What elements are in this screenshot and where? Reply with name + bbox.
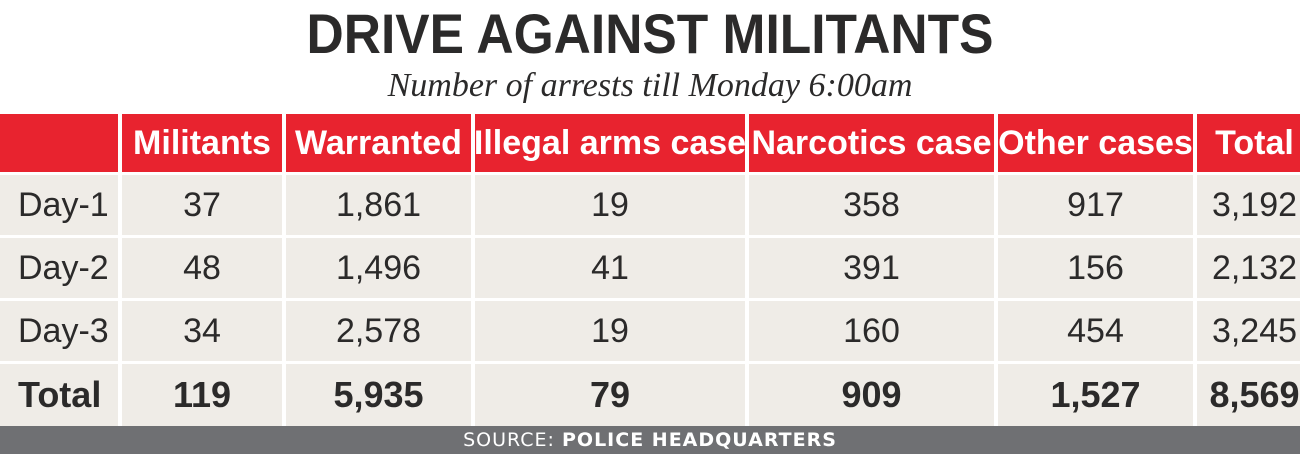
- total-cell: 1,527: [998, 364, 1193, 426]
- row-label-day-3: Day-3: [0, 301, 118, 361]
- table-cell: 160: [749, 301, 994, 361]
- table-cell: 1,496: [286, 238, 471, 298]
- total-cell: 8,569: [1197, 364, 1300, 426]
- table-cell: 3,245: [1197, 301, 1300, 361]
- header-cell-other-cases: Other cases: [998, 114, 1193, 172]
- table-cell: 19: [475, 301, 745, 361]
- total-cell: 79: [475, 364, 745, 426]
- table-cell: 19: [475, 175, 745, 235]
- table-cell: 156: [998, 238, 1193, 298]
- row-label-day-1: Day-1: [0, 175, 118, 235]
- table-cell: 37: [122, 175, 282, 235]
- table-cell: 391: [749, 238, 994, 298]
- header-cell-illegal-arms: Illegal arms case: [475, 114, 745, 172]
- table-cell: 917: [998, 175, 1193, 235]
- row-label-total: Total: [0, 364, 118, 426]
- header-cell-warranted: Warranted: [286, 114, 471, 172]
- source-value: POLICE HEADQUARTERS: [562, 429, 837, 451]
- total-cell: 119: [122, 364, 282, 426]
- total-cell: 909: [749, 364, 994, 426]
- arrests-table: Militants Warranted Illegal arms case Na…: [0, 114, 1300, 426]
- table-cell: 48: [122, 238, 282, 298]
- source-footer: SOURCE: POLICE HEADQUARTERS: [0, 426, 1300, 454]
- table-cell: 1,861: [286, 175, 471, 235]
- table-cell: 2,132: [1197, 238, 1300, 298]
- table-cell: 41: [475, 238, 745, 298]
- header-cell-blank: [0, 114, 118, 172]
- source-label: SOURCE:: [463, 429, 562, 451]
- table-cell: 454: [998, 301, 1193, 361]
- header-cell-total: Total: [1197, 114, 1300, 172]
- total-cell: 5,935: [286, 364, 471, 426]
- table-cell: 3,192: [1197, 175, 1300, 235]
- table-cell: 358: [749, 175, 994, 235]
- chart-subtitle: Number of arrests till Monday 6:00am: [387, 67, 913, 104]
- header-cell-narcotics: Narcotics case: [749, 114, 994, 172]
- table-cell: 34: [122, 301, 282, 361]
- chart-title: DRIVE AGAINST MILITANTS: [306, 2, 994, 65]
- table-cell: 2,578: [286, 301, 471, 361]
- row-label-day-2: Day-2: [0, 238, 118, 298]
- header-cell-militants: Militants: [122, 114, 282, 172]
